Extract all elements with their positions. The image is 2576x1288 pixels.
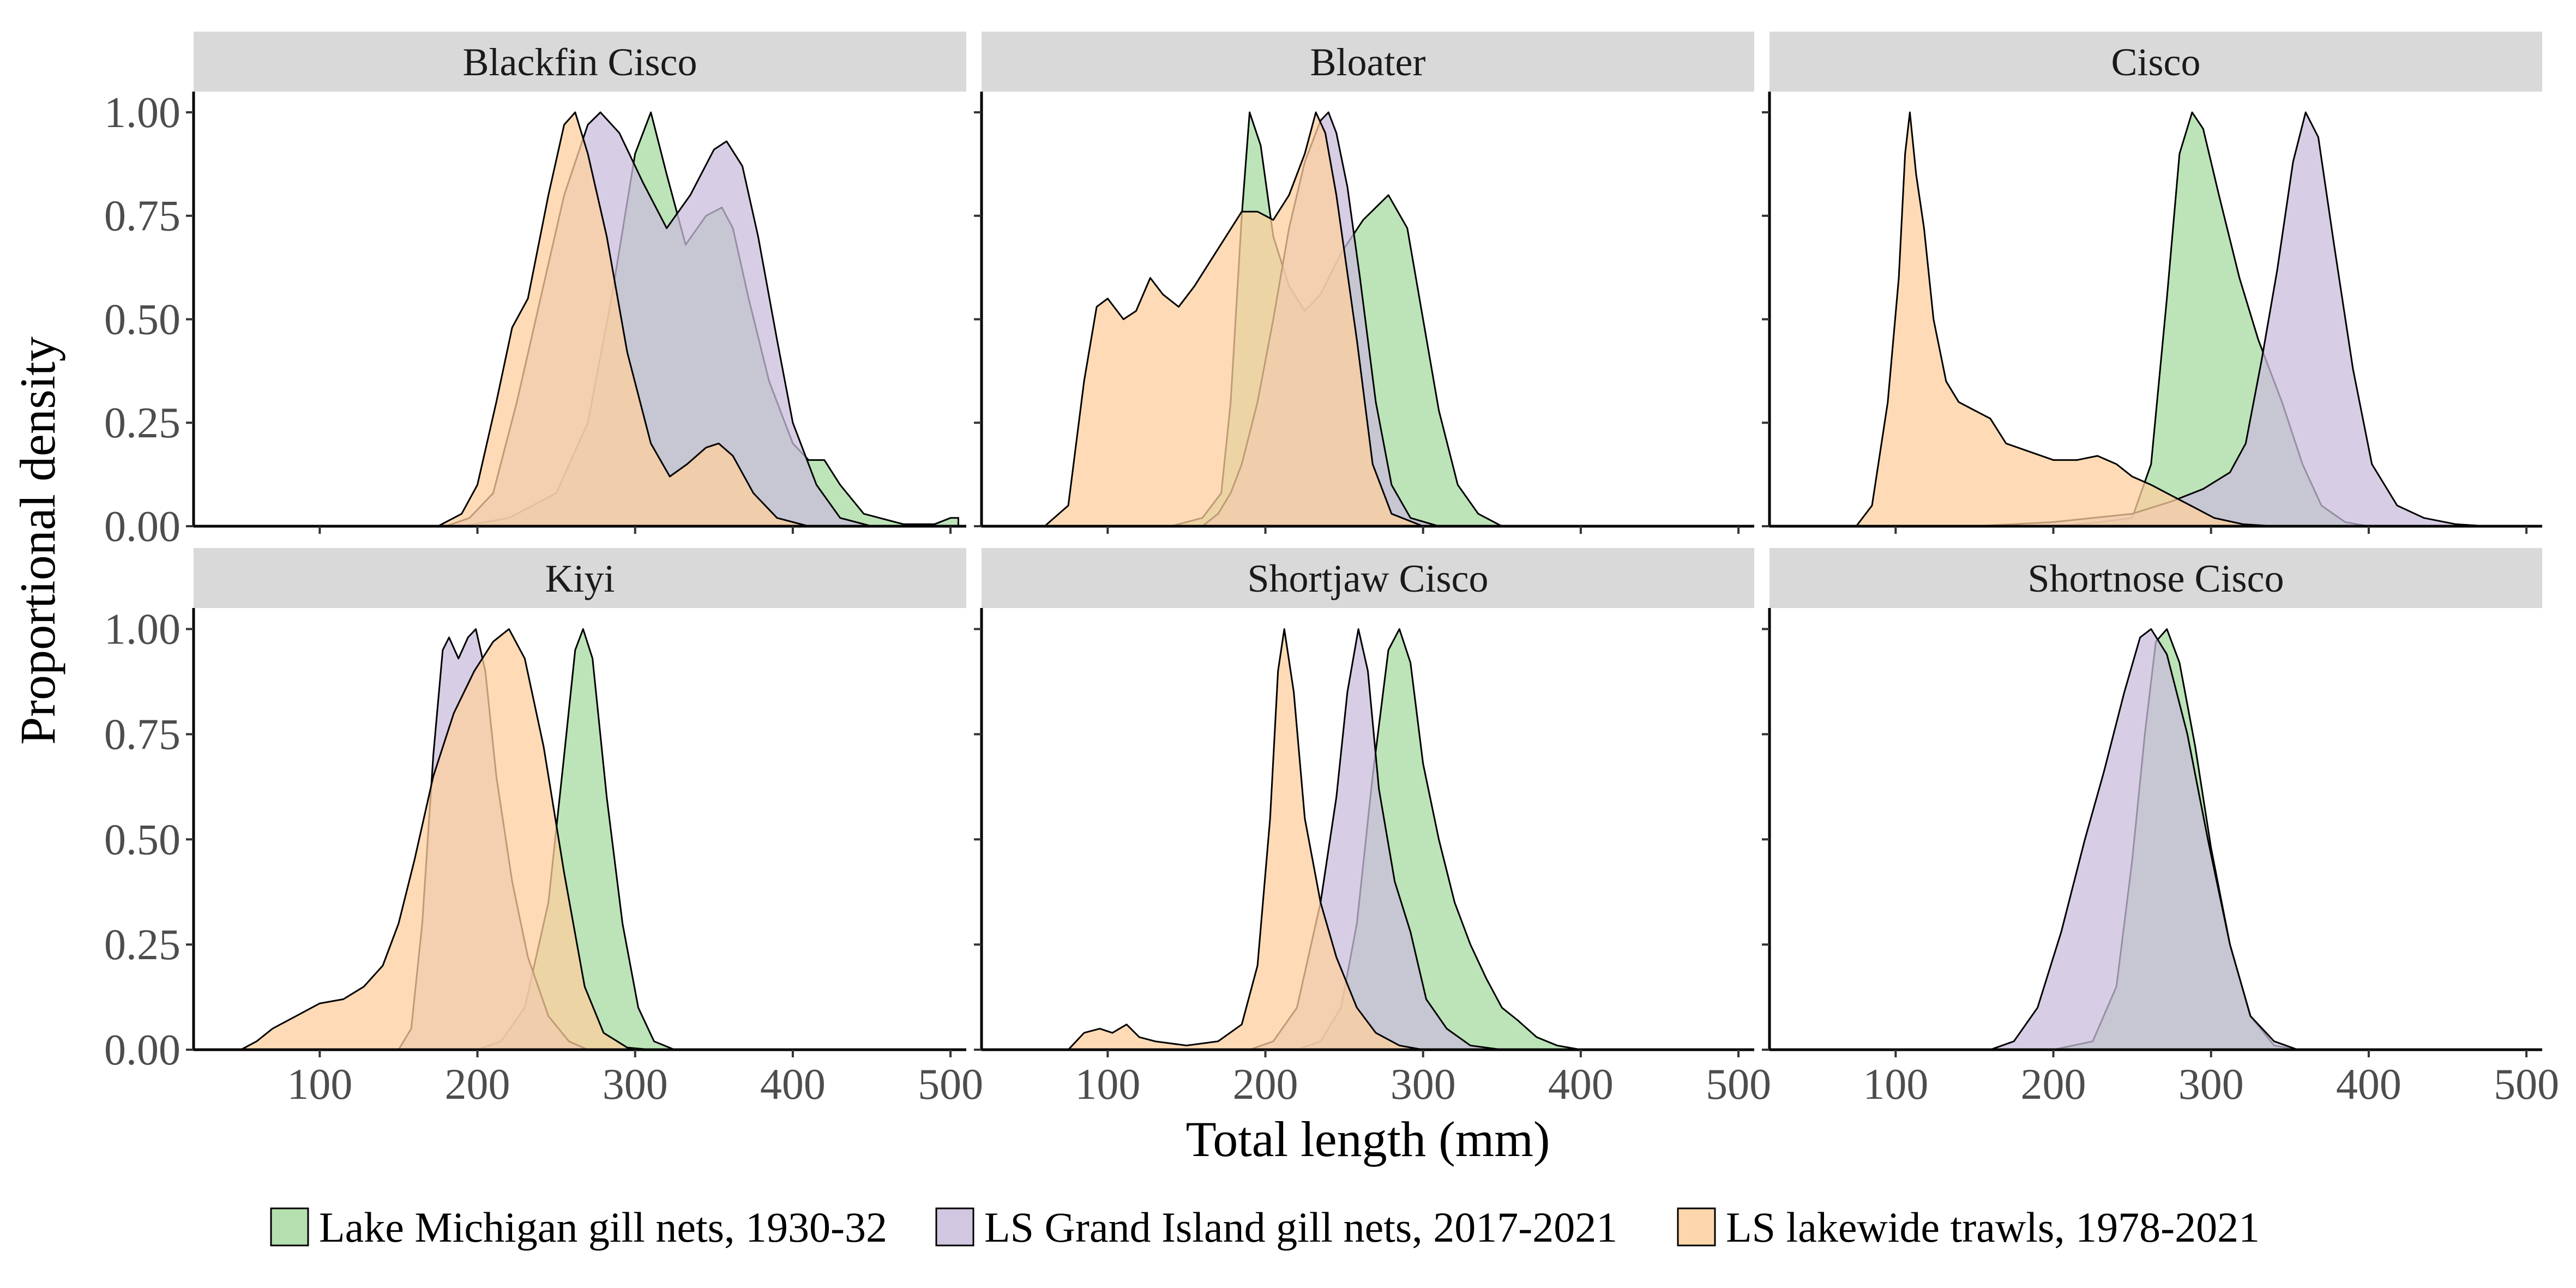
density-area bbox=[208, 111, 959, 527]
facet-panel: Bloater bbox=[974, 32, 1754, 534]
x-tick-label: 300 bbox=[2178, 1061, 2244, 1109]
facet-strip bbox=[982, 548, 1754, 608]
x-tick-label: 400 bbox=[2336, 1061, 2402, 1109]
facet-panels: Blackfin Cisco 0.00 0.25 0.50 0.75 1.00 Bloate… bbox=[104, 32, 2559, 1109]
x-tick-label: 500 bbox=[2494, 1061, 2559, 1109]
legend-swatch bbox=[1677, 1207, 1716, 1247]
facet-panel: Cisco bbox=[1762, 32, 2542, 534]
density-area bbox=[1784, 111, 2535, 527]
x-tick-label: 500 bbox=[1706, 1061, 1771, 1109]
facet-title: Shortjaw Cisco bbox=[1248, 557, 1489, 600]
density-area bbox=[1784, 628, 2535, 1051]
x-tick-label: 200 bbox=[445, 1061, 510, 1109]
legend-swatch bbox=[270, 1207, 309, 1247]
legend-swatch bbox=[935, 1207, 974, 1247]
legend-label: LS lakewide trawls, 1978-2021 bbox=[1726, 1203, 2260, 1251]
legend-item: LS Grand Island gill nets, 2017-2021 bbox=[935, 1203, 1617, 1251]
x-tick-label: 200 bbox=[1233, 1061, 1298, 1109]
y-tick-label: 1.00 bbox=[104, 89, 180, 137]
legend-item: LS lakewide trawls, 1978-2021 bbox=[1677, 1203, 2260, 1251]
x-tick-label: 400 bbox=[1548, 1061, 1614, 1109]
y-tick-label: 0.50 bbox=[104, 296, 180, 344]
facet-title: Kiyi bbox=[545, 557, 615, 600]
facet-panel: Shortjaw Cisco 100 200 300 400 500 bbox=[974, 548, 1771, 1109]
y-tick-label: 0.25 bbox=[104, 921, 180, 969]
x-tick-label: 100 bbox=[1075, 1061, 1140, 1109]
y-axis-title: Proportional density bbox=[10, 336, 65, 745]
x-tick-label: 100 bbox=[1863, 1061, 1928, 1109]
x-tick-label: 400 bbox=[760, 1061, 826, 1109]
legend: Lake Michigan gill nets, 1930-32 LS Grand… bbox=[270, 1203, 2260, 1251]
x-tick-label: 100 bbox=[287, 1061, 352, 1109]
x-tick-label: 200 bbox=[2021, 1061, 2086, 1109]
x-tick-label: 500 bbox=[918, 1061, 983, 1109]
y-tick-label: 0.00 bbox=[104, 503, 180, 551]
facet-title: Shortnose Cisco bbox=[2027, 557, 2284, 600]
y-tick-label: 0.00 bbox=[104, 1026, 180, 1074]
legend-item: Lake Michigan gill nets, 1930-32 bbox=[270, 1203, 887, 1251]
y-tick-label: 1.00 bbox=[104, 606, 180, 654]
density-area bbox=[208, 628, 959, 1051]
y-tick-label: 0.75 bbox=[104, 711, 180, 759]
facet-strip bbox=[1770, 32, 2542, 92]
facet-strip bbox=[982, 32, 1754, 92]
facet-strip bbox=[194, 32, 966, 92]
facet-title: Blackfin Cisco bbox=[463, 40, 697, 84]
facet-title: Bloater bbox=[1310, 40, 1426, 84]
y-tick-label: 0.75 bbox=[104, 192, 180, 240]
y-tick-label: 0.50 bbox=[104, 816, 180, 864]
density-area bbox=[996, 628, 1747, 1051]
facet-panel: Blackfin Cisco 0.00 0.25 0.50 0.75 1.00 bbox=[104, 32, 966, 551]
facet-strip bbox=[194, 548, 966, 608]
density-area bbox=[996, 628, 1747, 1051]
facet-panel: Kiyi 0.00 0.25 0.50 0.75 1.00 100 200 300 400 500 bbox=[104, 548, 983, 1109]
facet-title: Cisco bbox=[2111, 40, 2200, 84]
facet-strip bbox=[1770, 548, 2542, 608]
x-tick-label: 300 bbox=[603, 1061, 668, 1109]
y-tick-label: 0.25 bbox=[104, 399, 180, 447]
x-axis-title: Total length (mm) bbox=[1185, 1111, 1550, 1167]
density-area bbox=[996, 111, 1747, 527]
legend-label: LS Grand Island gill nets, 2017-2021 bbox=[984, 1203, 1617, 1251]
facet-panel: Shortnose Cisco 100 200 300 400 500 bbox=[1762, 548, 2559, 1109]
x-tick-label: 300 bbox=[1391, 1061, 1456, 1109]
legend-label: Lake Michigan gill nets, 1930-32 bbox=[319, 1203, 887, 1251]
